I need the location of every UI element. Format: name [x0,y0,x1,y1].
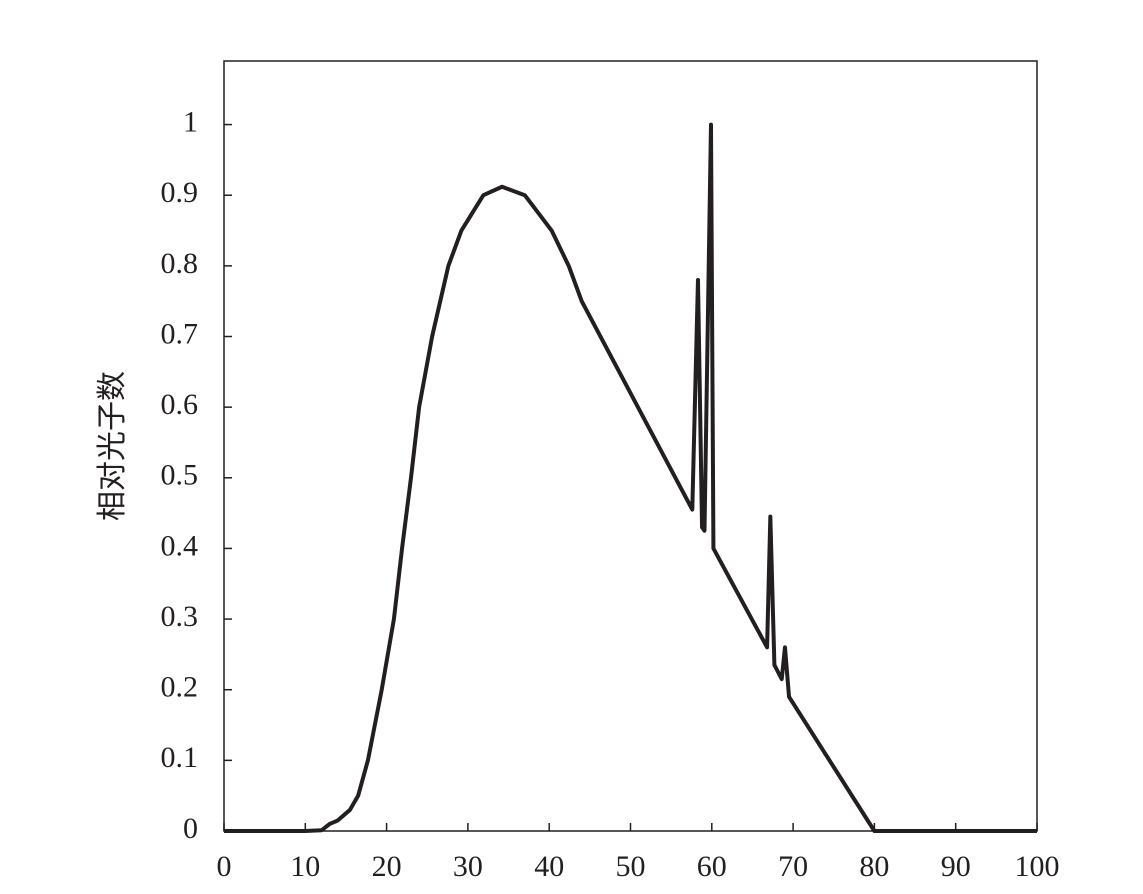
x-tick-label: 40 [534,850,564,883]
x-tick-label: 50 [616,850,646,883]
plot-frame [223,60,1038,832]
y-tick-label: 1 [183,105,198,138]
data-line [224,122,1037,833]
y-tick-label: 0.9 [161,176,199,209]
x-tick-label: 70 [778,850,808,883]
y-tick-label: 0.7 [161,317,199,350]
x-tick-label: 100 [1015,850,1060,883]
x-tick-label: 0 [217,850,232,883]
y-tick-label: 0 [183,812,198,845]
y-tick-label: 0.3 [161,600,199,633]
x-tick-label: 30 [453,850,483,883]
x-tick-label: 20 [372,850,402,883]
y-tick-label: 0.1 [161,741,199,774]
y-tick-label: 0.5 [161,459,199,492]
y-axis-label: 相对光子数 [96,371,129,521]
y-tick-label: 0.8 [161,247,199,280]
x-tick-label: 90 [941,850,971,883]
x-tick-label: 60 [697,850,727,883]
y-tick-label: 0.6 [161,388,199,421]
y-tick-label: 0.2 [161,671,199,704]
x-tick-label: 10 [290,850,320,883]
y-tick-label: 0.4 [161,529,199,562]
x-tick-label: 80 [859,850,889,883]
